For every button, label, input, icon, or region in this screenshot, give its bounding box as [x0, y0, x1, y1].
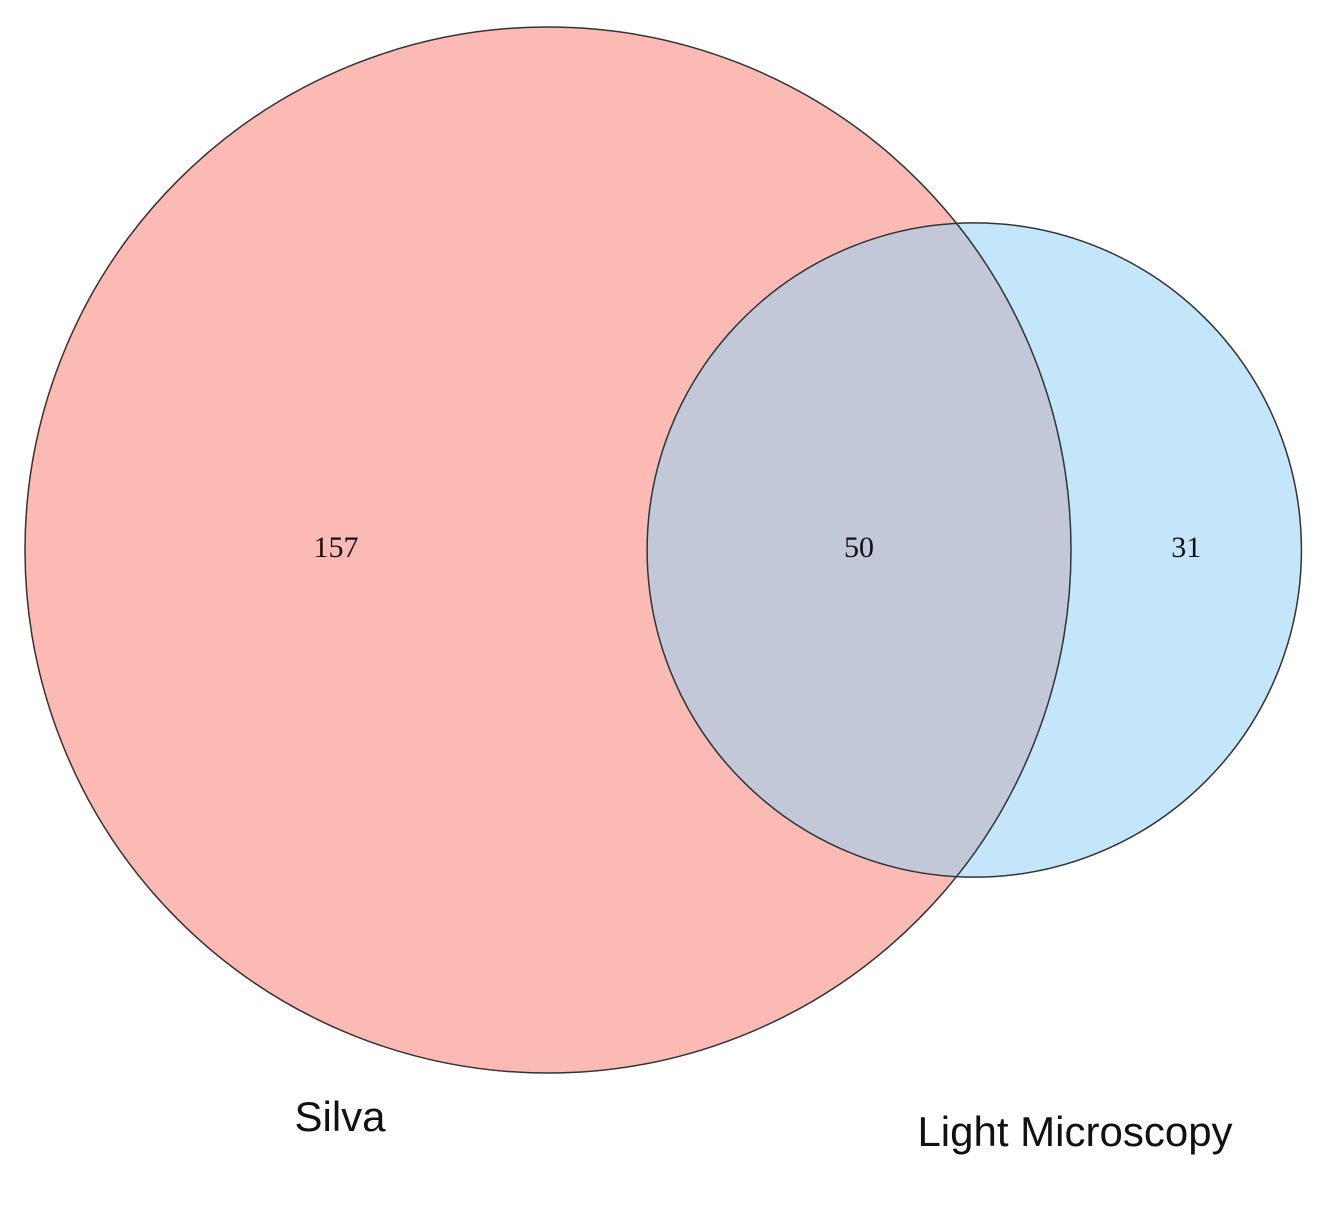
circle-outline — [24, 26, 1072, 1074]
region-label: 157 — [314, 531, 359, 564]
region-label: 31 — [1171, 531, 1201, 564]
set-label: Light Microscopy — [917, 1108, 1232, 1155]
circle-outline — [646, 222, 1303, 878]
region-label: 50 — [844, 531, 874, 564]
set-label: Silva — [294, 1093, 386, 1140]
overlap-region — [647, 222, 1071, 878]
